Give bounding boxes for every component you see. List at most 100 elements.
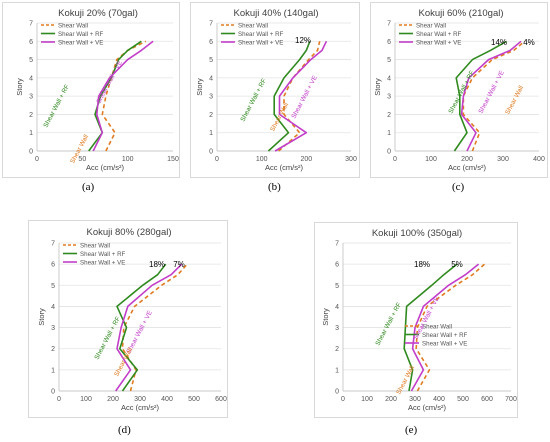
y-tick-label: 5 <box>29 57 33 64</box>
x-tick-label: 500 <box>188 396 200 403</box>
x-tick-label: 400 <box>433 396 445 403</box>
x-tick-label: 200 <box>107 396 119 403</box>
x-tick-label: 100 <box>256 156 268 163</box>
y-tick-label: 1 <box>335 367 339 374</box>
x-axis-label: Acc (cm/s²) <box>265 163 303 172</box>
x-tick-label: 300 <box>345 156 357 163</box>
y-tick-label: 2 <box>51 346 55 353</box>
subfigure-label-e: (e) <box>405 424 418 436</box>
chart-svg-c: 0 1 2 3 4 5 6 7 0 100 200 300 400 Acc (cm/s²) Story Kok… <box>373 8 545 172</box>
subfigure-label-d: (d) <box>118 424 131 436</box>
chart-title: Kokuji 60% (210gal) <box>418 8 503 19</box>
x-tick-label: 600 <box>481 396 493 403</box>
y-tick-label: 7 <box>209 21 213 28</box>
y-axis-label: Story <box>321 308 330 326</box>
series-annotation: Shear Wall + VE <box>95 59 124 105</box>
series-annotation: Shear Wall + RF <box>93 316 122 361</box>
y-tick-label: 1 <box>209 130 213 137</box>
y-tick-label: 1 <box>51 367 55 374</box>
chart-svg-a: 0 1 2 3 4 5 6 7 0 50 100 150 Acc (cm/s²) Story Kokuji … <box>15 8 179 172</box>
x-tick-label: 200 <box>461 156 473 163</box>
series-line-shear-wall <box>121 263 188 392</box>
y-tick-label: 7 <box>387 21 391 28</box>
reduction-label: 18% <box>414 260 430 269</box>
x-tick-label: 400 <box>533 156 545 163</box>
y-tick-label: 7 <box>51 241 55 248</box>
series-line-shear-wall-ve <box>460 40 522 152</box>
x-tick-label: 0 <box>341 396 345 403</box>
x-tick-label: 0 <box>35 156 39 163</box>
chart-svg-b: 0 1 2 3 4 5 6 7 0 100 200 300 Acc (cm/s²) Story Kokuji… <box>195 8 357 172</box>
x-tick-label: 300 <box>134 396 146 403</box>
y-tick-label: 5 <box>51 283 55 290</box>
series-annotation: Shear Wall + VE <box>290 74 319 120</box>
y-tick-label: 3 <box>335 325 339 332</box>
x-tick-label: 100 <box>122 156 134 163</box>
legend-label: Shear Wall + RF <box>416 31 462 38</box>
subfigure-label-a: (a) <box>82 181 95 193</box>
series-line-shear-wall-rf <box>116 263 167 392</box>
chart-panel-e: 0 1 2 3 4 5 6 7 0 100 200 300 400 500 600 700 Acc (cm/s²… <box>314 222 518 418</box>
series-line-shear-wall-rf <box>403 263 458 392</box>
x-tick-label: 500 <box>457 396 469 403</box>
y-axis-label: Story <box>373 78 382 96</box>
x-axis-label: Acc (cm/s²) <box>121 403 159 412</box>
legend-label: Shear Wall + VE <box>80 260 125 267</box>
reduction-label: 14% <box>491 38 507 47</box>
y-tick-label: 2 <box>29 112 33 119</box>
reduction-label: 7% <box>173 260 185 269</box>
y-tick-label: 7 <box>29 21 33 28</box>
series-line-shear-wall-ve <box>274 40 328 152</box>
x-axis-label: Acc (cm/s²) <box>408 403 446 412</box>
x-tick-label: 150 <box>167 156 179 163</box>
x-tick-label: 0 <box>57 396 61 403</box>
series-line-shear-wall <box>101 40 147 152</box>
chart-svg-d: 0 1 2 3 4 5 6 7 0 100 200 300 400 500 600 Acc (cm/s²) St… <box>37 227 227 412</box>
legend-label: Shear Wall + VE <box>238 40 283 47</box>
chart-panel-d: 0 1 2 3 4 5 6 7 0 100 200 300 400 500 600 Acc (cm/s²) St… <box>28 220 228 418</box>
series-line-shear-wall-ve <box>410 263 480 392</box>
series-line-shear-wall <box>415 263 486 392</box>
y-tick-label: 7 <box>335 241 339 248</box>
legend-label: Shear Wall <box>238 23 268 30</box>
y-tick-label: 5 <box>335 283 339 290</box>
chart-svg-e: 0 1 2 3 4 5 6 7 0 100 200 300 400 500 600 700 Acc (cm/s²… <box>321 228 517 412</box>
y-axis-label: Story <box>195 78 204 96</box>
y-tick-label: 6 <box>335 262 339 269</box>
y-tick-label: 5 <box>387 57 391 64</box>
y-tick-label: 2 <box>209 112 213 119</box>
x-tick-label: 100 <box>425 156 437 163</box>
y-tick-label: 6 <box>29 39 33 46</box>
y-tick-label: 0 <box>335 389 339 396</box>
series-line-shear-wall <box>278 41 321 152</box>
x-tick-label: 300 <box>497 156 509 163</box>
y-axis-label: Story <box>15 78 24 96</box>
y-tick-label: 3 <box>51 325 55 332</box>
x-tick-label: 400 <box>161 396 173 403</box>
x-axis-label: Acc (cm/s²) <box>448 163 486 172</box>
series-line-shear-wall-rf <box>267 41 311 152</box>
legend-label: Shear Wall + VE <box>416 40 461 47</box>
legend-label: Shear Wall <box>58 23 88 30</box>
series-line-shear-wall-ve <box>92 40 154 152</box>
chart-title: Kokuji 40% (140gal) <box>233 8 318 19</box>
legend-label: Shear Wall <box>80 243 110 250</box>
reduction-label: 12% <box>295 36 311 45</box>
y-tick-label: 4 <box>209 75 213 82</box>
series-annotation: Shear Wall + VE <box>477 69 506 115</box>
legend-label: Shear Wall + RF <box>422 332 468 339</box>
series-line-shear-wall <box>462 40 526 152</box>
y-tick-label: 6 <box>209 39 213 46</box>
x-tick-label: 100 <box>80 396 92 403</box>
y-tick-label: 4 <box>29 75 33 82</box>
legend-label: Shear Wall <box>422 324 452 331</box>
y-tick-label: 0 <box>29 149 33 156</box>
legend-label: Shear Wall + RF <box>238 31 284 38</box>
y-tick-label: 1 <box>387 130 391 137</box>
y-tick-label: 1 <box>29 130 33 137</box>
y-axis-label: Story <box>37 308 46 326</box>
x-tick-label: 200 <box>385 396 397 403</box>
legend-label: Shear Wall + VE <box>422 341 467 348</box>
y-tick-label: 6 <box>387 39 391 46</box>
legend-label: Shear Wall + RF <box>80 251 126 258</box>
